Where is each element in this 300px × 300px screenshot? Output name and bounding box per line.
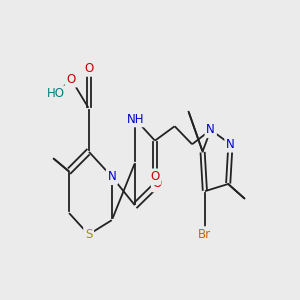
Text: N: N: [226, 138, 235, 151]
Text: N: N: [107, 170, 116, 183]
Text: S: S: [85, 228, 92, 241]
Text: O: O: [153, 178, 162, 190]
Text: O: O: [150, 170, 160, 183]
Text: O: O: [67, 73, 76, 86]
Text: HO: HO: [47, 87, 65, 100]
Text: O: O: [84, 62, 93, 75]
Text: Br: Br: [198, 228, 212, 241]
Text: NH: NH: [126, 112, 144, 125]
Text: N: N: [206, 123, 215, 136]
